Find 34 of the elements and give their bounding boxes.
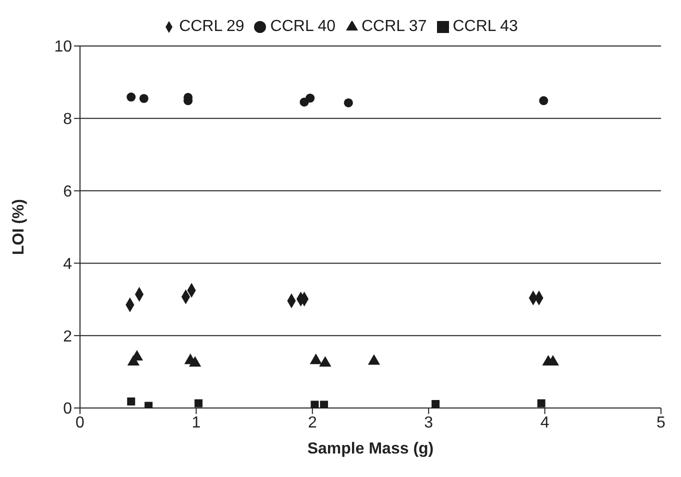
legend-label: CCRL 43 — [452, 18, 518, 35]
point — [139, 94, 148, 103]
point — [432, 400, 440, 408]
x-tick-label: 5 — [656, 414, 666, 432]
y-tick-label: 0 — [63, 400, 72, 418]
y-tick-label: 4 — [63, 256, 72, 273]
y-axis-title: LOI (%) — [10, 199, 28, 255]
y-tick-label: 2 — [63, 328, 72, 346]
x-tick-label: 1 — [192, 414, 201, 432]
point — [144, 402, 153, 408]
point — [368, 354, 380, 365]
point — [310, 354, 322, 364]
y-tick-label: 10 — [54, 38, 72, 56]
x-tick-label: 4 — [540, 414, 550, 432]
point — [344, 98, 353, 108]
point — [306, 94, 315, 103]
x-axis-title: Sample Mass (g) — [307, 440, 434, 458]
point — [320, 400, 328, 408]
point — [127, 397, 136, 406]
y-tick-label: 8 — [63, 111, 72, 128]
point — [310, 400, 319, 408]
point — [539, 96, 548, 106]
point — [319, 356, 332, 367]
point — [126, 92, 136, 102]
legend-label: CCRL 40 — [270, 18, 336, 35]
x-tick-label: 3 — [424, 414, 434, 432]
point — [194, 399, 203, 408]
point — [537, 399, 546, 408]
point — [188, 356, 202, 367]
x-tick-label: 0 — [76, 414, 85, 432]
legend-label: CCRL 37 — [362, 18, 427, 35]
y-tick-label: 6 — [63, 183, 72, 200]
legend-label: CCRL 29 — [179, 18, 244, 35]
x-tick-label: 2 — [308, 414, 317, 432]
